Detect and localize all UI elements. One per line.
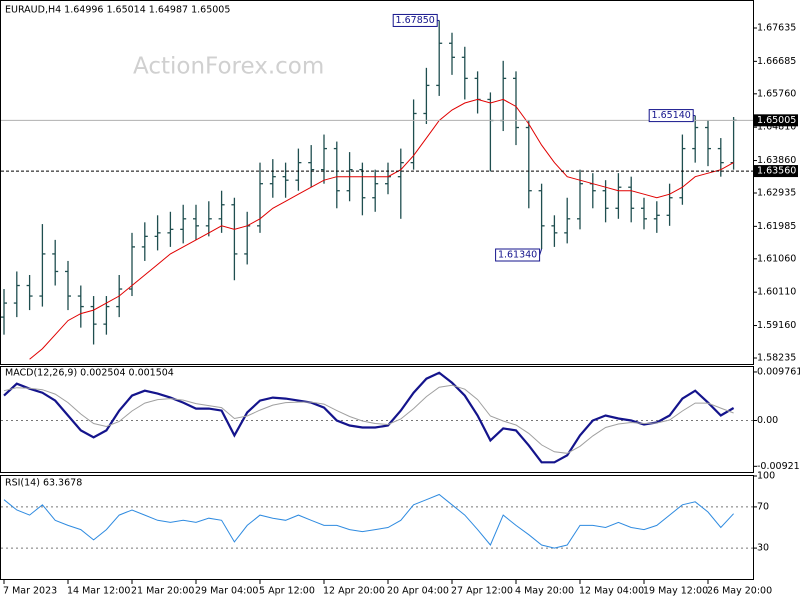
x-tick-label: 4 May 20:00 xyxy=(515,586,574,597)
y-tick-label: 1.61985 xyxy=(757,221,796,232)
level-label: 1.63560 xyxy=(757,166,796,177)
annotation-box xyxy=(392,13,438,27)
y-tick-label: 1.61060 xyxy=(757,253,796,264)
annotation-label: 1.61340 xyxy=(498,250,537,261)
price-panel xyxy=(0,0,754,365)
indicator-line xyxy=(3,384,734,454)
annotation-label: 1.65140 xyxy=(652,110,691,121)
annotation-box xyxy=(495,248,541,262)
x-tick-label: 19 May 12:00 xyxy=(643,586,708,597)
y-tick-label: 70 xyxy=(757,501,769,512)
y-tick-label: 1.59160 xyxy=(757,320,796,331)
y-tick-label: 1.63860 xyxy=(757,155,796,166)
x-tick-label: 5 Apr 12:00 xyxy=(259,586,315,597)
y-tick-label: 100 xyxy=(757,471,775,482)
x-tick-label: 12 Apr 20:00 xyxy=(323,586,385,597)
y-tick-label: 0.00 xyxy=(757,415,778,426)
macd-title: MACD(12,26,9) 0.002504 0.001504 xyxy=(5,368,174,379)
y-tick-label: 1.58235 xyxy=(757,353,796,364)
current-price-box xyxy=(754,114,798,127)
current-price-label: 1.65005 xyxy=(757,115,796,126)
level-label-box xyxy=(754,165,798,178)
y-tick-label: 1.62935 xyxy=(757,188,796,199)
y-tick-label: 1.67635 xyxy=(757,22,796,33)
y-tick-label: 1.64810 xyxy=(757,122,796,133)
indicator-line xyxy=(3,371,735,464)
x-tick-label: 27 Apr 12:00 xyxy=(451,586,513,597)
y-tick-label: 1.65760 xyxy=(757,88,796,99)
y-tick-label: 1.66685 xyxy=(757,56,796,67)
macd-panel xyxy=(0,366,754,473)
moving-average xyxy=(29,98,734,360)
x-tick-label: 21 Mar 20:00 xyxy=(131,586,194,597)
y-tick-label: 0.009761 xyxy=(757,366,800,377)
indicator-line xyxy=(3,493,734,549)
x-tick-label: 14 Mar 12:00 xyxy=(67,586,130,597)
price-title: EURAUD,H4 1.64996 1.65014 1.64987 1.6500… xyxy=(5,5,230,16)
x-tick-label: 26 May 20:00 xyxy=(707,586,772,597)
annotation-box xyxy=(648,109,694,123)
x-tick-label: 29 Mar 04:00 xyxy=(195,586,258,597)
rsi-title: RSI(14) 63.3678 xyxy=(5,478,82,489)
rsi-panel xyxy=(0,475,754,580)
annotation-label: 1.67850 xyxy=(396,15,435,26)
x-tick-label: 12 May 04:00 xyxy=(579,586,644,597)
y-tick-label: 1.60110 xyxy=(757,287,796,298)
x-tick-label: 7 Mar 2023 xyxy=(3,586,57,597)
x-tick-label: 20 Apr 04:00 xyxy=(387,586,449,597)
y-tick-label: -0.009216 xyxy=(757,461,800,472)
y-tick-label: 30 xyxy=(757,543,769,554)
watermark: ActionForex.com xyxy=(133,54,324,80)
